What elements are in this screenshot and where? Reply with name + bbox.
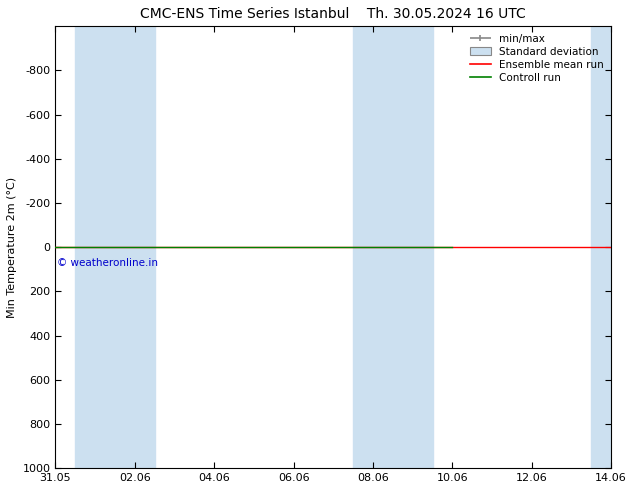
Text: © weatheronline.in: © weatheronline.in [57,258,158,269]
Legend: min/max, Standard deviation, Ensemble mean run, Controll run: min/max, Standard deviation, Ensemble me… [466,29,608,87]
Y-axis label: Min Temperature 2m (°C): Min Temperature 2m (°C) [7,177,17,318]
Title: CMC-ENS Time Series Istanbul    Th. 30.05.2024 16 UTC: CMC-ENS Time Series Istanbul Th. 30.05.2… [140,7,526,21]
Bar [75,26,155,468]
Bar [353,26,432,468]
Bar [592,26,611,468]
